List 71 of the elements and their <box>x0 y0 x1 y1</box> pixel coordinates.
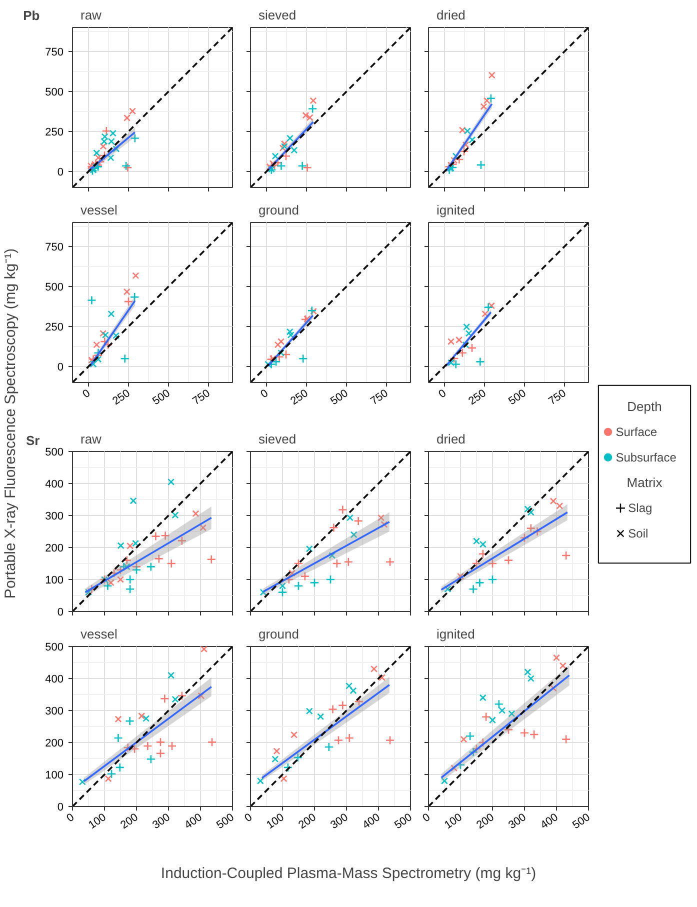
chart-title: ground <box>258 626 299 642</box>
x-tick-label: 250 <box>110 387 132 408</box>
x-tick-label: 200 <box>474 811 496 832</box>
y-tick-label: 250 <box>45 322 64 334</box>
chart-title: dried <box>436 8 466 22</box>
y-tick-label: 500 <box>45 642 64 654</box>
x-tick-label: 750 <box>546 387 568 408</box>
x-tick-label: 0 <box>420 811 432 825</box>
y-tick-label: 500 <box>45 282 64 294</box>
chart-title: sieved <box>258 432 296 446</box>
text: Portable X-ray Fluorescence Spectroscopy (mg kg⁻¹) <box>2 248 19 599</box>
x-tick-label: 400 <box>360 811 382 832</box>
x-tick-label: 500 <box>506 387 528 408</box>
x-tick-label: 0 <box>80 387 92 401</box>
x-tick-label: 200 <box>118 811 140 832</box>
chart-title: ground <box>258 202 299 218</box>
x-tick-label: 100 <box>86 811 108 832</box>
chart-title: raw <box>80 432 102 446</box>
y-tick-label: 0 <box>57 802 64 814</box>
y-tick-label: 400 <box>45 674 64 686</box>
chart-title: ignited <box>436 626 475 642</box>
x-tick-label: 0 <box>242 811 254 825</box>
text: Matrix <box>626 475 663 490</box>
y-tick-label: 500 <box>45 446 64 458</box>
y-tick-label: 100 <box>45 574 64 586</box>
y-tick-label: 400 <box>45 478 64 490</box>
x-tick-label: 300 <box>506 811 528 832</box>
legend-label: Surface <box>616 424 658 439</box>
y-tick-label: 0 <box>57 606 64 618</box>
y-tick-label: 100 <box>45 770 64 782</box>
y-tick-label: 200 <box>45 738 64 750</box>
y-tick-label: 0 <box>57 166 64 178</box>
x-tick-label: 750 <box>368 387 390 408</box>
legend-label: Subsurface <box>616 450 677 464</box>
y-tick-label: 250 <box>45 126 64 138</box>
chart-title: dried <box>436 432 466 446</box>
y-tick-label: 750 <box>45 242 64 254</box>
chart-title: sieved <box>258 8 296 22</box>
x-tick-label: 300 <box>328 811 350 832</box>
chart-title: ignited <box>436 202 475 218</box>
x-tick-label: 0 <box>436 387 448 401</box>
chart-title: vessel <box>80 202 118 218</box>
legend-label: Soil <box>628 526 648 540</box>
x-tick-label: 200 <box>296 811 318 832</box>
y-tick-label: 500 <box>45 86 64 98</box>
y-tick-label: 300 <box>45 510 64 522</box>
x-tick-label: 100 <box>442 811 464 832</box>
text: Induction-Coupled Plasma-Mass Spectrometry (mg kg⁻¹) <box>160 864 536 882</box>
chart-subtitle: Pb <box>23 8 40 23</box>
chart-subtitle: Sr <box>26 433 40 448</box>
x-tick-label: 750 <box>190 387 212 408</box>
legend-label: Slag <box>628 501 652 516</box>
legend-title: Depth <box>627 399 662 414</box>
y-tick-label: 300 <box>45 706 64 718</box>
x-tick-label: 500 <box>570 811 592 832</box>
x-tick-label: 100 <box>264 811 286 832</box>
chart-title: vessel <box>80 626 118 642</box>
chart-title: raw <box>80 8 102 22</box>
x-tick-label: 250 <box>288 387 310 408</box>
x-tick-label: 500 <box>328 387 350 408</box>
x-tick-label: 0 <box>258 387 270 401</box>
x-tick-label: 250 <box>466 387 488 408</box>
x-tick-label: 500 <box>214 811 236 832</box>
y-tick-label: 0 <box>57 362 64 374</box>
y-tick-label: 750 <box>45 46 64 58</box>
x-tick-label: 400 <box>538 811 560 832</box>
y-tick-label: 200 <box>45 542 64 554</box>
x-tick-label: 500 <box>150 387 172 408</box>
x-tick-label: 300 <box>150 811 172 832</box>
x-tick-label: 400 <box>182 811 204 832</box>
x-tick-label: 500 <box>392 811 414 832</box>
